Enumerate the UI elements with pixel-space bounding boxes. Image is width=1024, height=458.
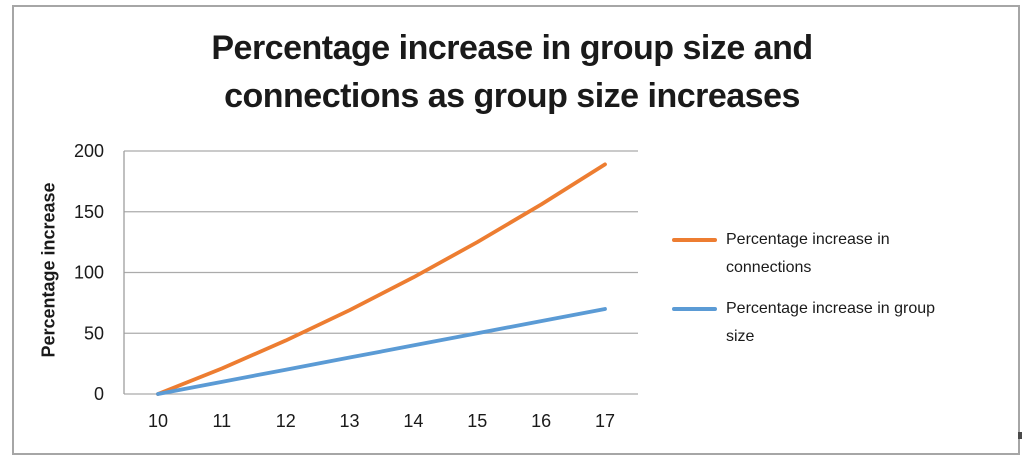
chart-frame <box>12 5 1020 455</box>
x-tick-label-10: 10 <box>148 411 168 431</box>
x-tick-label-12: 12 <box>276 411 296 431</box>
series-line-percentage-increase-in-connections <box>156 162 607 396</box>
chart-title-line-2: connections as group size increases <box>224 77 800 115</box>
x-tick-label-16: 16 <box>531 411 551 431</box>
y-tick-label-100: 100 <box>74 263 104 283</box>
x-tick-label-15: 15 <box>467 411 487 431</box>
legend-item-group-size: Percentage increase in group size <box>672 295 954 351</box>
series-line-percentage-increase-in-group-size <box>156 307 607 396</box>
legend: Percentage increase in connections Perce… <box>672 226 954 364</box>
legend-item-connections: Percentage increase in connections <box>672 226 954 282</box>
y-tick-label-50: 50 <box>84 323 104 343</box>
legend-label-group-size: Percentage increase in group size <box>726 300 936 345</box>
x-tick-label-11: 11 <box>213 411 232 431</box>
legend-label-connections: Percentage increase in connections <box>726 231 890 276</box>
artifact-dot <box>1018 432 1022 439</box>
y-tick-label-200: 200 <box>74 141 104 161</box>
chart-title-line-1: Percentage increase in group size and <box>211 29 813 67</box>
y-tick-label-150: 150 <box>74 202 104 222</box>
x-tick-label-17: 17 <box>595 411 615 431</box>
legend-line-swatch-group-size <box>672 307 717 311</box>
legend-line-swatch-connections <box>672 238 717 242</box>
y-tick-label-0: 0 <box>94 384 104 404</box>
x-tick-label-14: 14 <box>403 411 423 431</box>
x-tick-label-13: 13 <box>340 411 360 431</box>
chart-title: Percentage increase in group size and co… <box>0 24 1024 120</box>
